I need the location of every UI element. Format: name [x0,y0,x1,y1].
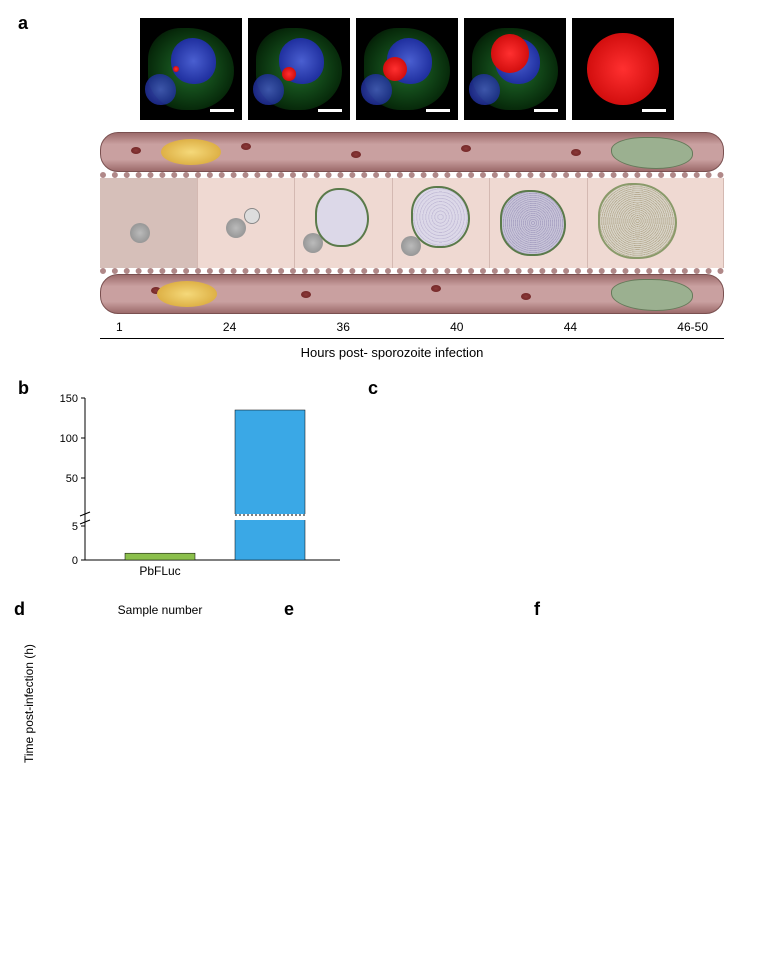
svg-text:0: 0 [72,555,78,567]
panel-e-chart [280,603,530,803]
panel-b-chart: 0 5 50 100 150 PbFLuc [10,380,360,590]
panel-a: a [10,18,774,360]
panel-a-label: a [18,13,28,34]
lower-vessel [100,274,724,314]
panel-b: b 0 5 50 100 150 PbFLuc [10,380,360,595]
panel-f-label: f [534,599,540,620]
svg-text:50: 50 [66,473,78,485]
panel-f: f [530,603,774,808]
panel-c-chart [360,380,774,590]
panel-a-xlabel: Hours post- sporozoite infection [10,345,774,360]
liver-diagram [100,132,724,314]
panel-d: d Sample number Time post-infection (h) [10,603,280,808]
svg-text:150: 150 [60,393,78,405]
svg-text:PbFLuc: PbFLuc [139,564,180,578]
svg-text:5: 5 [72,521,78,533]
upper-vessel [100,132,724,172]
panel-e-label: e [284,599,294,620]
svg-text:100: 100 [60,433,78,445]
tissue-row [100,172,724,274]
panel-c: c [360,380,774,595]
fluor-image-row [140,18,774,120]
panel-b-label: b [18,378,29,399]
panel-c-label: c [368,378,378,399]
panel-e: e [280,603,530,808]
panel-f-chart [530,603,774,803]
panel-d-toplabel: Sample number [40,603,280,617]
timeline: 12436404446-50 [100,320,724,334]
figure: a [10,18,774,808]
panel-d-label: d [14,599,25,620]
panel-d-sidelabel: Time post-infection (h) [22,644,36,763]
